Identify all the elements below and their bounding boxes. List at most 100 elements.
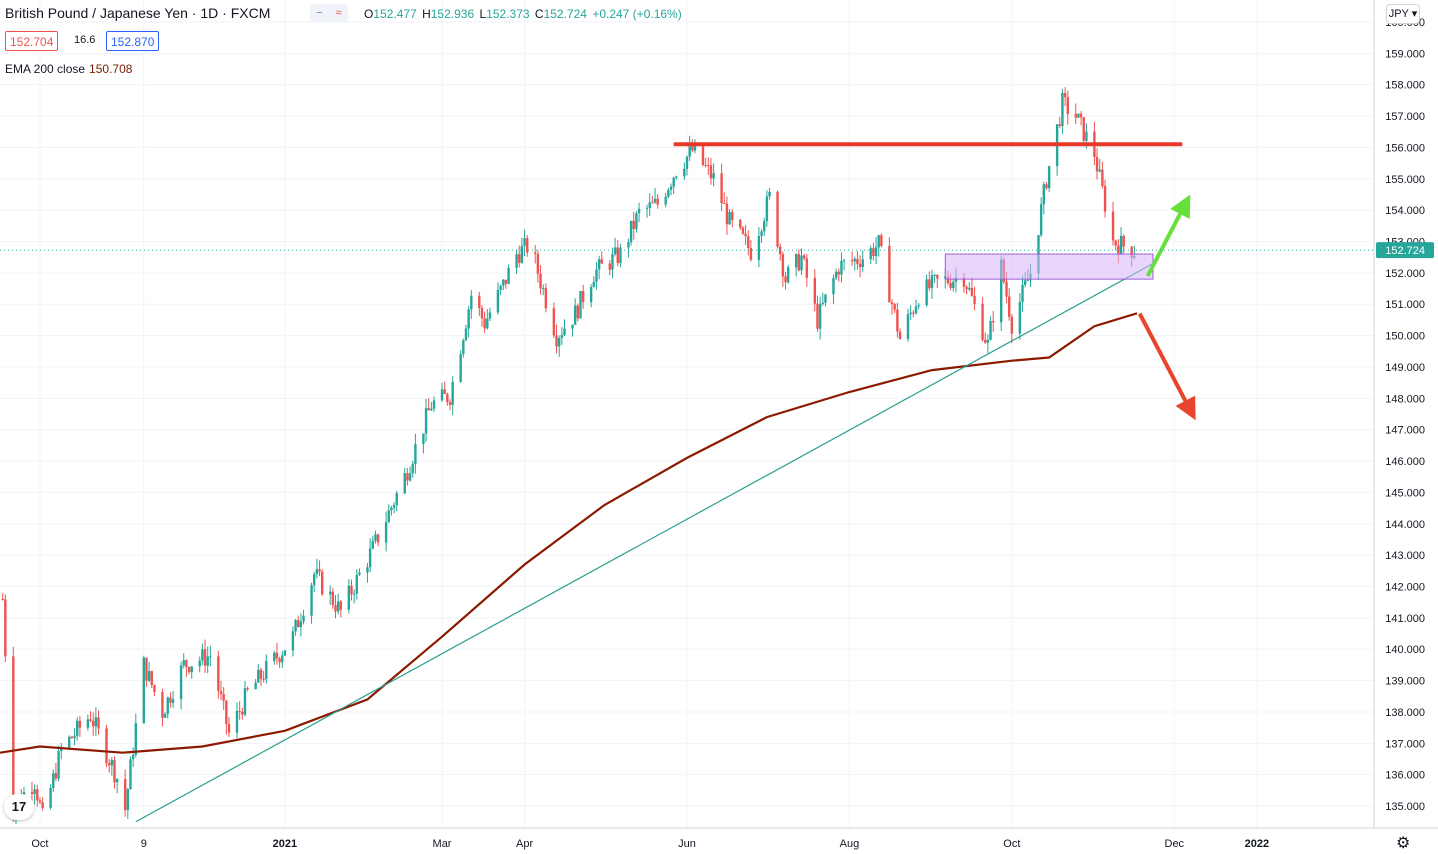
time-tick-label: Oct	[1003, 838, 1020, 850]
time-tick-label: 2022	[1245, 838, 1269, 850]
candle-body	[257, 669, 260, 683]
symbol-title[interactable]: British Pound / Japanese Yen · 1D · FXCM	[5, 5, 271, 21]
candle-body	[760, 231, 763, 237]
sell-price-button[interactable]: 152.704	[5, 31, 59, 51]
candle-body	[989, 321, 992, 340]
candle-body	[390, 507, 393, 511]
candle-body	[190, 666, 193, 673]
candle-body	[496, 290, 500, 313]
candle-body	[936, 274, 939, 279]
candle-body	[1079, 113, 1083, 118]
candle-body	[1039, 204, 1043, 236]
candle-body	[656, 198, 659, 205]
candle-body	[1085, 131, 1088, 141]
candle-body	[861, 259, 864, 268]
candle-body	[515, 254, 518, 268]
candle-body	[179, 665, 183, 700]
low-value: 152.373	[486, 7, 530, 21]
candle-body	[105, 728, 108, 764]
candle-body	[241, 711, 244, 715]
currency-selector[interactable]: JPY ▾	[1386, 4, 1420, 24]
candle-body	[150, 671, 153, 686]
candle-body	[768, 191, 771, 197]
candle-body	[115, 779, 119, 783]
candle-body	[555, 335, 558, 347]
price-tick-label: 141.000	[1385, 613, 1425, 625]
ema-legend[interactable]: EMA 200 close 150.708	[5, 62, 132, 76]
candle-body	[315, 569, 319, 575]
candle-body	[318, 569, 321, 572]
candle-body	[145, 657, 148, 681]
candle-body	[563, 328, 566, 336]
candle-body	[600, 259, 603, 264]
candle-body	[504, 279, 508, 284]
candle-body	[76, 720, 79, 736]
candle-body	[57, 751, 60, 779]
candle-body	[297, 620, 300, 628]
candle-body	[273, 652, 276, 661]
candle-body	[744, 233, 747, 237]
candle-body	[794, 254, 798, 268]
candle-body	[470, 295, 473, 310]
candle-body	[712, 173, 715, 179]
candle-body	[834, 271, 838, 279]
candle-body	[1119, 235, 1123, 255]
candle-body	[651, 202, 654, 204]
candle-body	[560, 335, 564, 338]
candle-body	[403, 473, 406, 494]
candle-body	[709, 165, 713, 179]
price-axis-bg	[1374, 0, 1438, 854]
candle-body	[627, 242, 630, 248]
candle-body	[1103, 185, 1107, 212]
candle-body	[645, 207, 649, 209]
bearish-arrow-head	[1175, 395, 1196, 421]
approx-icon[interactable]: ≈	[335, 7, 342, 19]
minus-icon[interactable]: −	[316, 7, 323, 19]
candle-body	[1018, 302, 1022, 334]
candle-body	[888, 245, 891, 303]
candle-body	[954, 277, 958, 282]
candle-body	[1074, 113, 1077, 118]
candle-body	[850, 260, 854, 262]
candle-body	[352, 593, 356, 595]
candle-body	[616, 247, 619, 264]
candle-body	[523, 238, 526, 246]
ema-value: 150.708	[89, 62, 133, 76]
candle-body	[816, 303, 819, 329]
candle-body	[613, 247, 617, 255]
candle-body	[685, 156, 689, 169]
candle-body	[406, 473, 409, 481]
candle-body	[281, 655, 284, 663]
candle-body	[552, 308, 556, 336]
price-tick-label: 139.000	[1385, 676, 1425, 688]
candle-body	[129, 759, 132, 790]
candle-body	[805, 258, 809, 278]
candle-body	[408, 473, 412, 481]
candle-body	[448, 402, 452, 405]
candle-body	[757, 236, 761, 260]
candle-body	[182, 660, 185, 666]
time-tick-label: 2021	[273, 838, 297, 850]
candle-body	[571, 324, 574, 329]
candle-body	[1066, 97, 1069, 114]
candle-body	[872, 248, 875, 257]
gear-icon[interactable]: ⚙	[1396, 835, 1411, 852]
candle-body	[54, 773, 58, 779]
candle-body	[86, 719, 90, 728]
candle-body	[374, 534, 377, 541]
candle-body	[576, 305, 580, 319]
chart-mode-toggle[interactable]: − ≈	[310, 4, 348, 22]
candle-body	[334, 605, 337, 612]
tradingview-logo[interactable]: 17	[4, 794, 34, 820]
candle-body	[842, 260, 846, 262]
candle-body	[339, 601, 343, 610]
candle-body	[880, 235, 883, 246]
candle-body	[222, 693, 225, 701]
buy-price-button[interactable]: 152.870	[106, 31, 160, 51]
price-tick-label: 151.000	[1385, 299, 1425, 311]
candle-body	[97, 717, 100, 729]
candle-body	[914, 306, 918, 314]
candle-body	[243, 688, 247, 715]
candle-body	[595, 269, 598, 282]
